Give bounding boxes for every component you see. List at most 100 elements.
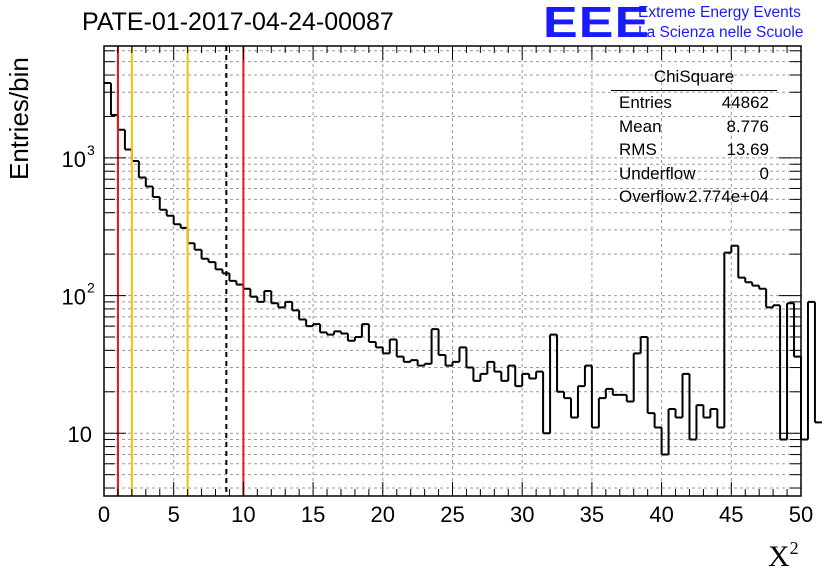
x-tick-label: 30: [510, 502, 534, 527]
stats-box: ChiSquare Entries 44862 Mean 8.776 RMS 1…: [611, 66, 777, 209]
y-tick-label: 10: [68, 422, 92, 447]
histogram-bar: [667, 407, 676, 455]
histogram-bar: [569, 398, 578, 419]
histogram-bar: [472, 367, 481, 382]
branding-line-2: La Scienza nelle Scuole: [638, 24, 804, 41]
histogram-bar: [409, 359, 418, 362]
y-tick-exponent: 3: [87, 142, 95, 158]
histogram-bars: [104, 82, 822, 456]
histogram-bar: [137, 160, 146, 179]
histogram-bar: [402, 356, 411, 363]
branding-line-1: Extreme Energy Events: [638, 4, 801, 21]
x-tick-label: 25: [440, 502, 464, 527]
histogram-bar: [583, 364, 592, 387]
histogram-bar: [604, 387, 613, 399]
histogram-bar: [758, 285, 767, 290]
histogram-bar: [625, 394, 634, 403]
histogram-bar: [123, 129, 132, 151]
histogram-bar: [576, 385, 585, 418]
histogram-bar: [646, 337, 655, 415]
histogram-bar: [360, 323, 369, 338]
stats-row-rms: RMS 13.69: [611, 138, 777, 162]
histogram-bar: [632, 352, 641, 402]
histogram-bar: [333, 330, 341, 335]
reference-lines: [116, 46, 245, 496]
x-tick-label: 10: [231, 502, 255, 527]
histogram-bar: [277, 303, 286, 309]
histogram-bar: [716, 408, 725, 429]
histogram-bar: [765, 288, 774, 309]
histogram-bar: [806, 300, 815, 440]
x-tick-label: 45: [719, 502, 743, 527]
histogram-bar: [744, 277, 753, 284]
histogram-bar: [730, 244, 739, 253]
histogram-bar: [556, 334, 565, 393]
histogram-bar: [270, 290, 279, 305]
histogram-bar: [312, 323, 321, 327]
histogram-bar: [465, 347, 474, 369]
stats-value: 8.776: [726, 116, 769, 136]
y-tick-exponent: 2: [87, 280, 95, 296]
histogram-bar: [639, 336, 648, 354]
stats-value: 44862: [721, 93, 769, 112]
stats-label: Entries: [619, 93, 672, 112]
histogram-bar: [235, 280, 244, 286]
histogram-bar: [590, 365, 599, 429]
histogram-bar: [116, 114, 125, 131]
histogram-bar: [695, 404, 704, 440]
histogram-bar: [109, 83, 118, 116]
histogram-bar: [298, 310, 307, 321]
histogram-bar: [813, 301, 822, 424]
histogram-bar: [535, 370, 544, 379]
histogram-bar: [521, 372, 530, 387]
chart-title: PATE-01-2017-04-24-00087: [82, 8, 394, 36]
x-axis-label-exponent: 2: [789, 538, 799, 558]
histogram-bar: [249, 288, 258, 298]
x-tick-label: 5: [168, 502, 180, 527]
histogram-bar: [514, 365, 523, 388]
histogram-bar: [660, 427, 669, 456]
histogram-bar: [688, 373, 697, 441]
stats-row-entries: Entries 44862: [611, 91, 777, 115]
histogram-bar: [151, 186, 160, 199]
histogram-bar: [737, 245, 746, 279]
histogram-bar: [263, 289, 272, 302]
histogram-bar: [493, 361, 502, 373]
x-tick-label: 20: [371, 502, 395, 527]
histogram-bar: [800, 356, 808, 441]
stats-title: ChiSquare: [611, 66, 777, 91]
histogram-bar: [416, 360, 425, 367]
histogram-bar: [500, 371, 509, 382]
histogram-bar: [346, 333, 355, 342]
histogram-bar: [339, 331, 348, 335]
x-axis-label: X2: [768, 538, 799, 574]
histogram-bar: [437, 329, 446, 357]
stats-value: 0: [759, 163, 769, 183]
stats-label: Mean: [619, 116, 662, 136]
histogram-bar: [549, 333, 558, 434]
histogram-bar: [423, 362, 432, 366]
histogram-bar: [451, 360, 460, 366]
histogram-bar: [388, 338, 397, 354]
x-axis-label-base: X: [768, 540, 790, 573]
histogram-bar: [326, 332, 335, 336]
histogram-bar: [395, 339, 404, 358]
histogram-bar: [786, 302, 795, 440]
stats-value: 13.69: [726, 140, 769, 159]
stats-label: Underflow: [619, 163, 696, 183]
histogram-bar: [200, 249, 209, 260]
histogram-bar: [207, 258, 216, 264]
y-axis-label: Entries/bin: [4, 57, 34, 180]
histogram-bar: [256, 296, 265, 303]
histogram-bar: [381, 347, 390, 355]
histogram-bar: [179, 224, 188, 229]
histogram-bar: [158, 197, 167, 211]
histogram-bar: [702, 405, 711, 419]
histogram-bar: [458, 346, 467, 362]
histogram-bar: [305, 319, 314, 328]
histogram-bar: [193, 243, 202, 251]
histogram-bar: [130, 149, 139, 162]
histogram-bar: [597, 397, 606, 428]
histogram-bar: [291, 301, 300, 312]
histogram-bar: [172, 215, 181, 226]
